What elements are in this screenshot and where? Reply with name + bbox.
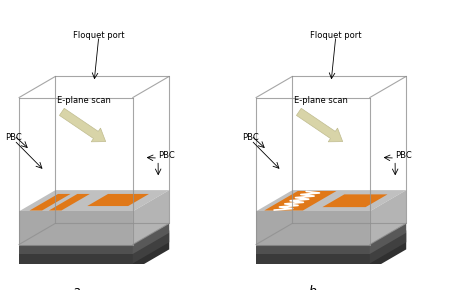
Polygon shape [87, 194, 149, 206]
Polygon shape [256, 233, 406, 254]
Polygon shape [133, 190, 169, 244]
Polygon shape [19, 233, 169, 254]
Polygon shape [256, 244, 370, 254]
Polygon shape [370, 233, 406, 271]
Polygon shape [133, 223, 169, 254]
Polygon shape [370, 223, 406, 254]
Polygon shape [256, 223, 406, 244]
Text: PBC: PBC [158, 151, 175, 160]
Polygon shape [133, 233, 169, 271]
Text: Floquet port: Floquet port [73, 31, 125, 40]
Polygon shape [256, 231, 406, 252]
Text: PBC: PBC [242, 133, 258, 142]
Polygon shape [49, 194, 90, 211]
Polygon shape [370, 231, 406, 264]
Polygon shape [19, 223, 169, 244]
Polygon shape [370, 190, 406, 244]
Polygon shape [133, 231, 169, 264]
Polygon shape [19, 254, 133, 271]
Polygon shape [29, 194, 71, 211]
Text: PBC: PBC [5, 133, 21, 142]
Polygon shape [264, 191, 337, 211]
Text: PBC: PBC [395, 151, 412, 160]
Polygon shape [256, 190, 406, 211]
Text: E-plane scan: E-plane scan [294, 96, 348, 105]
Polygon shape [19, 244, 133, 254]
Polygon shape [322, 194, 388, 207]
Polygon shape [256, 254, 370, 271]
Text: Floquet port: Floquet port [310, 31, 362, 40]
Text: a: a [72, 285, 80, 290]
Polygon shape [19, 190, 169, 211]
Polygon shape [296, 108, 343, 142]
Polygon shape [19, 211, 133, 244]
Polygon shape [59, 108, 106, 142]
Polygon shape [19, 231, 169, 252]
Polygon shape [256, 252, 370, 264]
Text: E-plane scan: E-plane scan [57, 96, 111, 105]
Polygon shape [19, 252, 133, 264]
Polygon shape [256, 211, 370, 244]
Text: b: b [309, 285, 317, 290]
